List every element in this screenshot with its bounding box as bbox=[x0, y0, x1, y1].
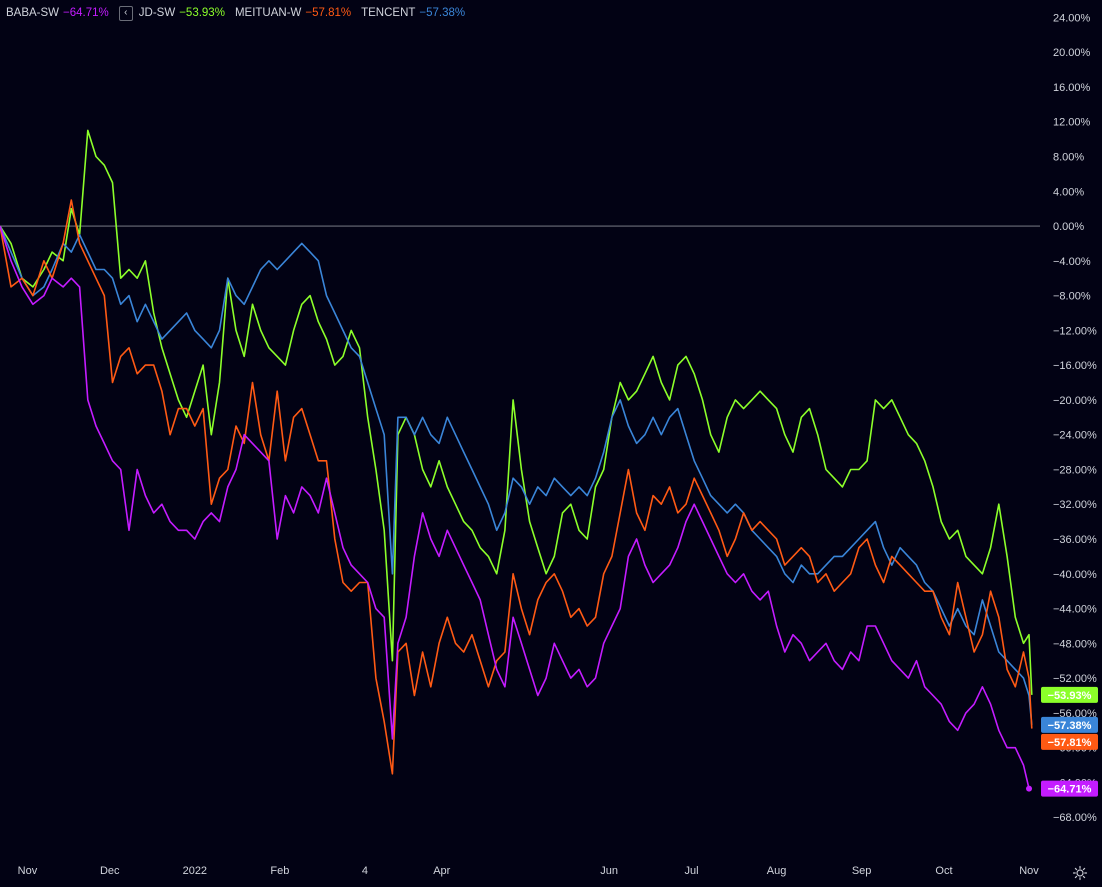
legend-name: TENCENT bbox=[361, 7, 416, 19]
x-tick-label: Oct bbox=[935, 865, 952, 877]
x-tick-label: Dec bbox=[100, 865, 120, 877]
legend-name: JD-SW bbox=[138, 7, 176, 19]
series-line-baba-sw bbox=[0, 225, 1030, 789]
x-tick-label: Aug bbox=[767, 865, 787, 877]
y-tick-label: 0.00% bbox=[1053, 221, 1084, 233]
x-tick-label: Jul bbox=[684, 865, 698, 877]
x-tick-label: Nov bbox=[1019, 865, 1039, 877]
last-value-badge: −53.93% bbox=[1041, 686, 1098, 703]
y-tick-label: −52.00% bbox=[1053, 673, 1097, 685]
y-tick-label: −28.00% bbox=[1053, 464, 1097, 476]
legend-name: MEITUAN-W bbox=[234, 7, 302, 19]
y-tick-label: −20.00% bbox=[1053, 395, 1097, 407]
gear-icon[interactable] bbox=[1072, 865, 1088, 881]
y-tick-label: −40.00% bbox=[1053, 569, 1097, 581]
y-tick-label: −68.00% bbox=[1053, 812, 1097, 824]
last-value-badge-bg bbox=[1041, 686, 1098, 703]
y-tick-label: −16.00% bbox=[1053, 360, 1097, 372]
legend-item-jd[interactable]: JD-SW −53.93% bbox=[139, 7, 225, 19]
x-tick-label: Nov bbox=[18, 865, 38, 877]
y-tick-label: −12.00% bbox=[1053, 325, 1097, 337]
y-tick-label: −48.00% bbox=[1053, 638, 1097, 650]
y-tick-label: −44.00% bbox=[1053, 604, 1097, 616]
series-line-tencent bbox=[0, 225, 1033, 725]
legend-item-tencent[interactable]: TENCENT −57.38% bbox=[361, 7, 465, 19]
chevron-left-icon[interactable]: ‹ bbox=[118, 5, 133, 21]
legend-value: −53.93% bbox=[179, 7, 225, 19]
y-tick-label: −8.00% bbox=[1053, 291, 1091, 303]
y-tick-label: 12.00% bbox=[1053, 117, 1091, 129]
legend-value: −64.71% bbox=[63, 7, 109, 19]
x-axis: Nov Dec 2022 Feb 4 Apr Jun Jul Aug Sep Oct Nov bbox=[18, 865, 1040, 877]
y-tick-label: −24.00% bbox=[1053, 430, 1097, 442]
legend-item-baba[interactable]: BABA-SW −64.71% bbox=[6, 7, 109, 19]
last-value-badge: −57.81% bbox=[1041, 733, 1098, 750]
legend-value: −57.38% bbox=[419, 7, 466, 19]
last-value-badge-bg bbox=[1041, 716, 1098, 733]
legend-name: BABA-SW bbox=[6, 7, 60, 19]
last-value-badge-bg bbox=[1041, 780, 1098, 797]
x-tick-label: 2022 bbox=[183, 865, 207, 877]
last-value-badge: −57.38% bbox=[1041, 716, 1098, 733]
last-value-text: −57.81% bbox=[1048, 737, 1092, 749]
last-value-text: −53.93% bbox=[1048, 690, 1092, 702]
x-tick-label: 4 bbox=[362, 865, 368, 877]
last-value-badge: −64.71% bbox=[1041, 780, 1098, 797]
y-tick-label: −4.00% bbox=[1053, 256, 1091, 268]
y-tick-label: 8.00% bbox=[1053, 151, 1084, 163]
last-value-text: −57.38% bbox=[1048, 720, 1092, 732]
y-tick-label: 24.00% bbox=[1053, 12, 1091, 24]
x-tick-label: Apr bbox=[433, 865, 450, 877]
plot-area bbox=[0, 129, 1040, 792]
y-tick-label: 20.00% bbox=[1053, 47, 1091, 59]
x-tick-label: Jun bbox=[600, 865, 618, 877]
x-tick-label: Sep bbox=[852, 865, 872, 877]
y-tick-label: 4.00% bbox=[1053, 186, 1084, 198]
last-value-badge-bg bbox=[1041, 733, 1098, 750]
y-tick-label: −36.00% bbox=[1053, 534, 1097, 546]
legend-item-meituan[interactable]: MEITUAN-W −57.81% bbox=[235, 7, 351, 19]
last-value-text: −64.71% bbox=[1048, 784, 1092, 796]
last-value-labels: −53.93% −57.38% −57.81% −64.71% bbox=[1041, 686, 1098, 797]
x-tick-label: Feb bbox=[270, 865, 289, 877]
legend: BABA-SW −64.71% ‹ JD-SW −53.93% MEITUAN-… bbox=[6, 4, 475, 22]
series-line-meituan-w bbox=[0, 199, 1033, 775]
y-tick-label: 16.00% bbox=[1053, 82, 1091, 94]
y-tick-label: −32.00% bbox=[1053, 499, 1097, 511]
legend-value: −57.81% bbox=[305, 7, 352, 19]
last-point-marker bbox=[1026, 785, 1033, 792]
